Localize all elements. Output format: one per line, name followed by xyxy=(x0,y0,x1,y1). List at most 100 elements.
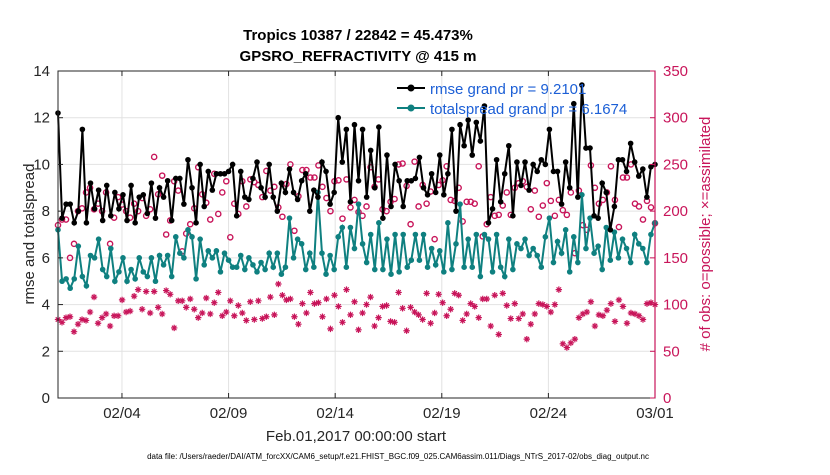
rmse-point xyxy=(465,117,471,123)
x-tick-label: 02/14 xyxy=(316,405,354,422)
rmse-point xyxy=(185,156,191,163)
totalspread-point xyxy=(489,269,496,275)
assimilated-obs-point xyxy=(239,309,246,317)
totalspread-point xyxy=(371,266,378,273)
assimilated-obs-point xyxy=(339,319,346,326)
rmse-point xyxy=(339,159,346,165)
assimilated-obs-point xyxy=(138,306,146,313)
totalspread-point xyxy=(290,255,297,261)
totalspread-point xyxy=(534,252,541,259)
possible-obs-point xyxy=(66,254,74,262)
data-file-footer: data file: /Users/raeder/DAI/ATM_forcXX/… xyxy=(147,452,649,461)
totalspread-point xyxy=(185,227,191,233)
possible-obs-point xyxy=(206,216,214,223)
totalspread-point xyxy=(120,255,126,261)
rmse-point xyxy=(550,168,557,175)
totalspread-point xyxy=(339,224,346,231)
possible-obs-point xyxy=(78,205,86,212)
x-tick-label: 03/01 xyxy=(636,405,674,422)
rmse-point xyxy=(436,152,443,158)
assimilated-obs-point xyxy=(102,310,110,318)
rmse-point xyxy=(635,173,642,179)
rmse-point xyxy=(644,194,650,200)
x-tick-label: 02/09 xyxy=(210,405,248,422)
rmse-point xyxy=(424,191,431,198)
rmse-point xyxy=(99,217,106,224)
rmse-point xyxy=(367,147,374,154)
rmse-point xyxy=(205,168,212,175)
rmse-point xyxy=(473,119,480,126)
rmse-point xyxy=(611,203,618,210)
assimilated-obs-point xyxy=(543,303,551,310)
y-tick-label: 0 xyxy=(42,390,50,407)
chart-title: Tropics 10387 / 22842 = 45.473% xyxy=(243,27,473,44)
totalspread-point xyxy=(335,234,342,240)
assimilated-obs-point xyxy=(327,325,334,333)
totalspread-point xyxy=(603,224,610,231)
rmse-point xyxy=(477,138,484,144)
assimilated-obs-point xyxy=(455,292,462,299)
assimilated-obs-point xyxy=(351,298,358,305)
rmse-point xyxy=(132,220,138,226)
assimilated-obs-point xyxy=(435,291,442,298)
totalspread-point xyxy=(635,241,642,247)
x-tick-label: 02/04 xyxy=(103,405,141,422)
possible-obs-point xyxy=(623,174,631,181)
totalspread-point xyxy=(91,255,98,261)
rmse-point xyxy=(583,145,589,151)
totalspread-line xyxy=(57,192,656,291)
assimilated-obs-point xyxy=(227,297,234,305)
assimilated-obs-point xyxy=(170,324,178,332)
assimilated-obs-point xyxy=(495,331,502,338)
rmse-point xyxy=(67,201,73,207)
totalspread-point xyxy=(473,231,480,238)
rmse-point xyxy=(428,170,435,177)
rmse-point xyxy=(311,187,317,193)
totalspread-point xyxy=(83,283,90,289)
assimilated-obs-point xyxy=(555,286,563,293)
rmse-point xyxy=(282,189,289,196)
possible-obs-point xyxy=(475,162,483,170)
rmse-point xyxy=(116,206,122,212)
assimilated-obs-point xyxy=(110,312,118,319)
rmse-point xyxy=(229,161,236,168)
y-tick-label: 10 xyxy=(33,156,50,173)
possible-obs-point xyxy=(459,218,466,225)
assimilated-obs-point xyxy=(431,309,438,317)
totalspread-point xyxy=(510,266,516,273)
possible-obs-point xyxy=(447,196,454,204)
rmse-point xyxy=(120,191,126,198)
rmse-point xyxy=(71,220,78,226)
rmse-point xyxy=(412,175,419,182)
y2-axis-label: # of obs: o=possible; ×=assimilated xyxy=(697,117,714,352)
rmse-point xyxy=(193,220,199,226)
assimilated-obs-point xyxy=(331,292,338,299)
totalspread-point xyxy=(583,245,589,252)
totalspread-point xyxy=(591,250,597,256)
assimilated-obs-point xyxy=(343,286,350,293)
y-tick-label: 8 xyxy=(42,203,50,220)
rmse-point xyxy=(242,194,248,200)
rmse-point xyxy=(376,124,382,130)
rmse-point xyxy=(603,189,610,196)
assimilated-obs-point xyxy=(158,310,166,318)
assimilated-obs-point xyxy=(70,328,78,335)
legend: rmse grand pr = 9.2101 totalspread grand… xyxy=(397,81,627,118)
totalspread-point xyxy=(404,264,411,271)
rmse-point xyxy=(489,206,496,212)
rmse-point xyxy=(144,210,151,217)
totalspread-point xyxy=(298,241,305,247)
assimilated-obs-point xyxy=(583,308,591,316)
rmse-point xyxy=(63,201,69,207)
totalspread-point xyxy=(566,269,573,275)
chart-subtitle: GPSRO_REFRACTIVITY @ 415 m xyxy=(240,48,477,65)
assimilated-obs-point xyxy=(78,316,86,323)
totalspread-point xyxy=(579,191,585,198)
totalspread-point xyxy=(481,231,488,238)
assimilated-obs-point xyxy=(419,316,426,323)
y2-tick-label: 250 xyxy=(663,156,688,173)
rmse-point xyxy=(640,166,646,172)
totalspread-point xyxy=(225,257,232,263)
